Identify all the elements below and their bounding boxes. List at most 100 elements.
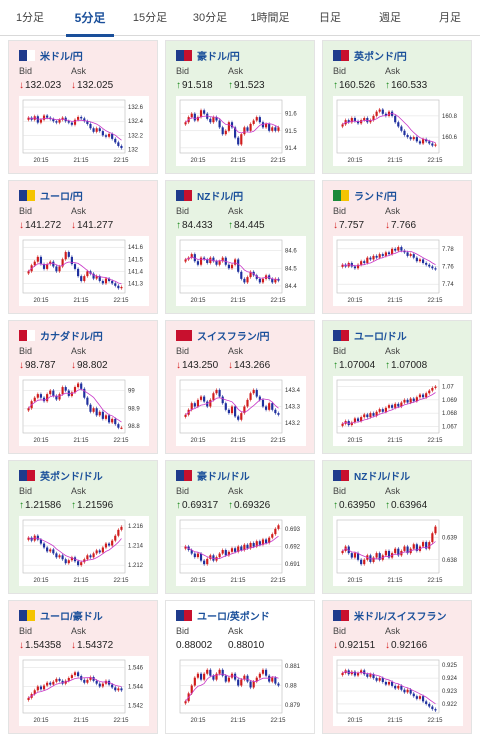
price-chart[interactable]: 99 98.9 98.8 20:15 21:15 22:15 [19,376,149,446]
bid-label: Bid [176,626,190,636]
x-tick-label: 22:15 [427,578,443,584]
currency-pair-link[interactable]: 米ドル/円 [40,51,83,63]
currency-pair-link[interactable]: ユーロ/豪ドル [40,611,103,623]
candle-body [421,139,425,144]
tab-7[interactable]: 月足 [439,12,461,24]
card-header: ランド/円 [333,189,397,203]
moving-average-line [28,388,122,423]
rate-card[interactable]: ユーロ/豪ドル Bid Ask ↓1.54358 ↓1.54372 1.546 1.544 1… [8,600,158,734]
bid-value: ↑0.63950 [333,500,375,511]
price-chart[interactable]: 0.925 0.924 0.923 0.922 20:15 21:15 22:15 [333,656,463,726]
x-tick-label: 22:15 [113,158,129,164]
currency-pair-link[interactable]: 英ポンド/円 [354,51,407,63]
price-chart[interactable]: 132.6 132.4 132.2 132 20:15 21:15 22:15 [19,96,149,166]
candle-body [360,417,363,422]
tab-6[interactable]: 週足 [379,12,401,24]
currency-pair-link[interactable]: ランド/円 [354,191,397,203]
candle-body [80,383,83,389]
candle-body [70,557,73,561]
price-chart[interactable]: 0.881 0.88 0.879 20:15 21:15 22:15 [176,656,306,726]
currency-pair-link[interactable]: ユーロ/ドル [354,331,407,343]
x-tick-label: 21:15 [73,718,89,724]
rate-card[interactable]: スイスフラン/円 Bid Ask ↓143.250 ↓143.266 143.4 143.3… [165,320,315,454]
candle-body [341,423,344,426]
currency-pair-link[interactable]: 豪ドル/円 [197,51,240,63]
candle-body [434,268,437,270]
rate-card[interactable]: 豪ドル/円 Bid Ask ↑91.518 ↑91.523 91.6 91.5 91.4 20:… [165,40,315,174]
tab-1[interactable]: 5分足 [60,0,120,37]
ask-value: ↑1.21596 [71,500,113,511]
rate-card[interactable]: 豪ドル/ドル Bid Ask ↑0.69317 ↑0.69326 0.693 0.692 0.… [165,460,315,594]
flag-part [333,469,341,481]
candle-body [193,553,196,558]
candle-body [215,261,218,265]
price-chart[interactable]: 1.216 1.214 1.212 20:15 21:15 22:15 [19,516,149,586]
currency-pair-link[interactable]: NZドル/円 [197,191,244,203]
price-chart[interactable]: 91.6 91.5 91.4 20:15 21:15 22:15 [176,96,306,166]
ask-value: ↑0.63964 [385,500,427,511]
x-tick-label: 22:15 [427,438,443,444]
rate-card[interactable]: ランド/円 Bid Ask ↓7.757 ↓7.766 7.78 7.76 7.74 20:15… [322,180,472,314]
candle-body [234,406,237,417]
rate-card[interactable]: ユーロ/英ポンド Bid Ask 0.88002 0.88010 0.881 0.88 0.8… [165,600,315,734]
price-chart[interactable]: 143.4 143.3 143.2 20:15 21:15 22:15 [176,376,306,446]
candle-body [356,418,360,422]
plot-frame [179,99,283,154]
x-tick-label: 22:15 [427,158,443,164]
rate-card[interactable]: NZドル/円 Bid Ask ↑84.433 ↑84.445 84.6 84.5 84.4 20… [165,180,315,314]
candle-body [33,397,36,402]
currency-pair-link[interactable]: 英ポンド/ドル [40,471,103,483]
flag-part [184,189,192,201]
price-chart[interactable]: 0.693 0.692 0.691 20:15 21:15 22:15 [176,516,306,586]
currency-pair-link[interactable]: 豪ドル/ドル [197,471,250,483]
tab-2[interactable]: 15分足 [132,12,168,24]
price-chart[interactable]: 7.78 7.76 7.74 20:15 21:15 22:15 [333,236,463,306]
rate-card[interactable]: ユーロ/円 Bid Ask ↓141.272 ↓141.277 141.6 141.5 141… [8,180,158,314]
tab-5[interactable]: 日足 [319,12,341,24]
rate-card[interactable]: カナダドル/円 Bid Ask ↓98.787 ↓98.802 99 98.9 98.8 20:… [8,320,158,454]
rate-card[interactable]: NZドル/ドル Bid Ask ↑0.63950 ↑0.63964 0.639 0.638 2… [322,460,472,594]
tab-4[interactable]: 1時間足 [250,12,290,24]
price-chart[interactable]: 1.546 1.544 1.542 20:15 21:15 22:15 [19,656,149,726]
rate-card[interactable]: 米ドル/スイスフラン Bid Ask ↓0.92151 ↓0.92166 0.925 0.9… [322,600,472,734]
candle-body [350,553,353,558]
currency-pair-link[interactable]: スイスフラン/円 [197,331,270,343]
candle-body [83,388,86,398]
bid-label: Bid [19,206,33,216]
rate-card[interactable]: 米ドル/円 Bid Ask ↓132.023 ↓132.025 132.6 132.4 132… [8,40,158,174]
candle-body [230,406,234,414]
candle-body [258,673,261,678]
candle-body [42,543,46,548]
price-chart[interactable]: 1.07 1.069 1.068 1.067 20:15 21:15 22:15 [333,376,463,446]
candle-body [92,128,95,132]
currency-pair-link[interactable]: NZドル/ドル [354,471,411,483]
tab-3[interactable]: 30分足 [192,12,228,24]
candle-body [384,252,387,256]
candle-body [252,542,255,547]
rate-card[interactable]: ユーロ/ドル Bid Ask ↑1.07004 ↑1.07008 1.07 1.069 1.0… [322,320,472,454]
price-chart[interactable]: 0.639 0.638 20:15 21:15 22:15 [333,516,463,586]
currency-pair-link[interactable]: ユーロ/円 [40,191,83,203]
rate-card[interactable]: 英ポンド/円 Bid Ask ↑160.526 ↑160.533 160.8 160.6 20… [322,40,472,174]
candle-body [215,117,218,121]
currency-pair-link[interactable]: ユーロ/英ポンド [197,611,270,623]
price-chart[interactable]: 84.6 84.5 84.4 20:15 21:15 22:15 [176,236,306,306]
rate-card[interactable]: 英ポンド/ドル Bid Ask ↑1.21586 ↑1.21596 1.216 1.214 1… [8,460,158,594]
bid-price: 91.518 [182,80,213,91]
currency-pair-link[interactable]: 米ドル/スイスフラン [354,611,447,623]
candle-body [434,709,437,711]
price-chart[interactable]: 160.8 160.6 20:15 21:15 22:15 [333,96,463,166]
ask-price: 143.266 [234,360,271,371]
currency-pair-link[interactable]: カナダドル/円 [40,331,103,343]
candle-body [36,394,39,398]
candle-body [64,387,67,391]
arrow-up-icon: ↑ [228,80,233,91]
candle-body [425,542,428,549]
y-tick-label: 141.3 [128,281,144,287]
flag-part [27,189,35,201]
candle-body [397,685,400,689]
candle-body [77,116,80,120]
tab-0[interactable]: 1分足 [15,12,45,24]
price-chart[interactable]: 141.6 141.5 141.4 141.3 20:15 21:15 22:15 [19,236,149,306]
candle-body [39,256,43,265]
